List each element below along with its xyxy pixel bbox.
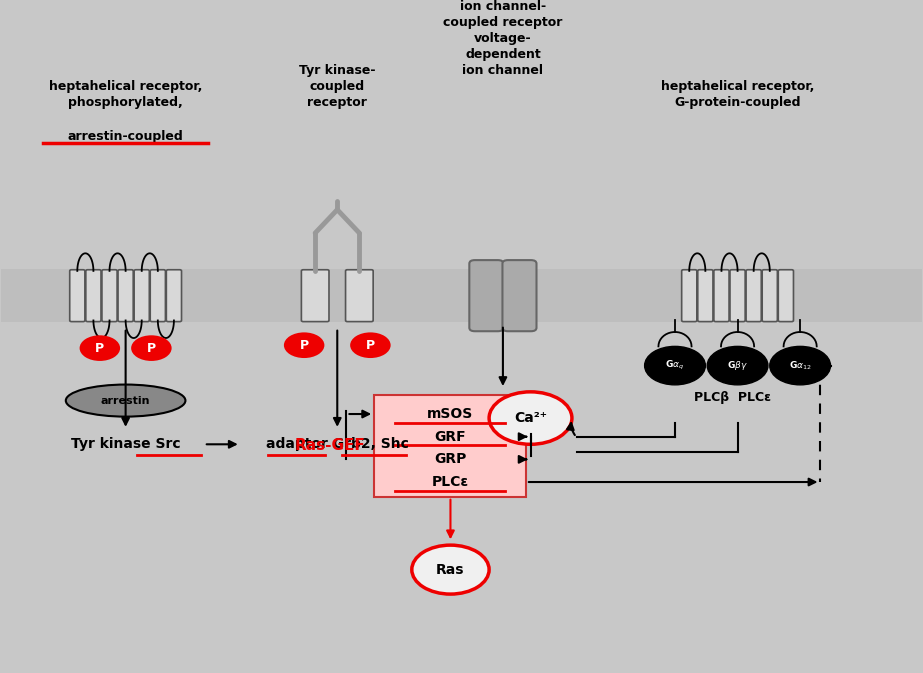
Circle shape	[644, 347, 705, 385]
Text: ion channel-
coupled receptor
voltage-
dependent
ion channel: ion channel- coupled receptor voltage- d…	[443, 0, 563, 77]
Circle shape	[707, 347, 768, 385]
FancyBboxPatch shape	[502, 260, 536, 331]
Text: G$\alpha_{12}$: G$\alpha_{12}$	[789, 359, 811, 372]
FancyBboxPatch shape	[778, 270, 794, 322]
FancyBboxPatch shape	[746, 270, 761, 322]
Text: Tyr kinase Src: Tyr kinase Src	[71, 437, 180, 452]
FancyBboxPatch shape	[682, 270, 697, 322]
FancyBboxPatch shape	[730, 270, 745, 322]
Text: Tyr kinase-
coupled
receptor: Tyr kinase- coupled receptor	[299, 64, 376, 109]
Text: heptahelical receptor,
G-protein-coupled: heptahelical receptor, G-protein-coupled	[661, 80, 814, 109]
Text: P: P	[366, 339, 375, 352]
Text: Ras-GEF: Ras-GEF	[294, 438, 365, 453]
Ellipse shape	[66, 384, 186, 417]
Text: mSOS: mSOS	[426, 407, 473, 421]
FancyBboxPatch shape	[762, 270, 777, 322]
Circle shape	[489, 392, 572, 444]
Text: GRF: GRF	[434, 429, 466, 444]
FancyBboxPatch shape	[469, 260, 503, 331]
Text: heptahelical receptor,
phosphorylated,: heptahelical receptor, phosphorylated,	[49, 80, 202, 109]
FancyBboxPatch shape	[713, 270, 729, 322]
FancyBboxPatch shape	[134, 270, 150, 322]
Circle shape	[350, 332, 390, 358]
Text: arrestin-coupled: arrestin-coupled	[67, 130, 184, 143]
Text: Ca²⁺: Ca²⁺	[514, 411, 547, 425]
FancyBboxPatch shape	[70, 270, 85, 322]
Circle shape	[412, 545, 489, 594]
Text: adaptor Grb2, Shc: adaptor Grb2, Shc	[266, 437, 409, 452]
Text: GRP: GRP	[434, 452, 466, 466]
Text: G$\beta\gamma$: G$\beta\gamma$	[727, 359, 748, 372]
Circle shape	[770, 347, 831, 385]
Text: G$\alpha_q$: G$\alpha_q$	[665, 359, 685, 372]
FancyBboxPatch shape	[166, 270, 182, 322]
Text: PLCε: PLCε	[431, 475, 469, 489]
Bar	[374, 395, 526, 497]
Circle shape	[131, 335, 172, 361]
FancyBboxPatch shape	[345, 270, 373, 322]
Text: P: P	[147, 342, 156, 355]
FancyBboxPatch shape	[698, 270, 713, 322]
Text: Ras: Ras	[437, 563, 464, 577]
Text: P: P	[300, 339, 308, 352]
Text: arrestin: arrestin	[101, 396, 150, 406]
Bar	[2, 269, 921, 322]
Circle shape	[284, 332, 324, 358]
FancyBboxPatch shape	[150, 270, 165, 322]
FancyBboxPatch shape	[302, 270, 329, 322]
FancyBboxPatch shape	[86, 270, 101, 322]
FancyBboxPatch shape	[102, 270, 117, 322]
Text: P: P	[95, 342, 104, 355]
FancyBboxPatch shape	[118, 270, 133, 322]
Text: PLCβ  PLCε: PLCβ PLCε	[694, 390, 772, 404]
Circle shape	[79, 335, 120, 361]
